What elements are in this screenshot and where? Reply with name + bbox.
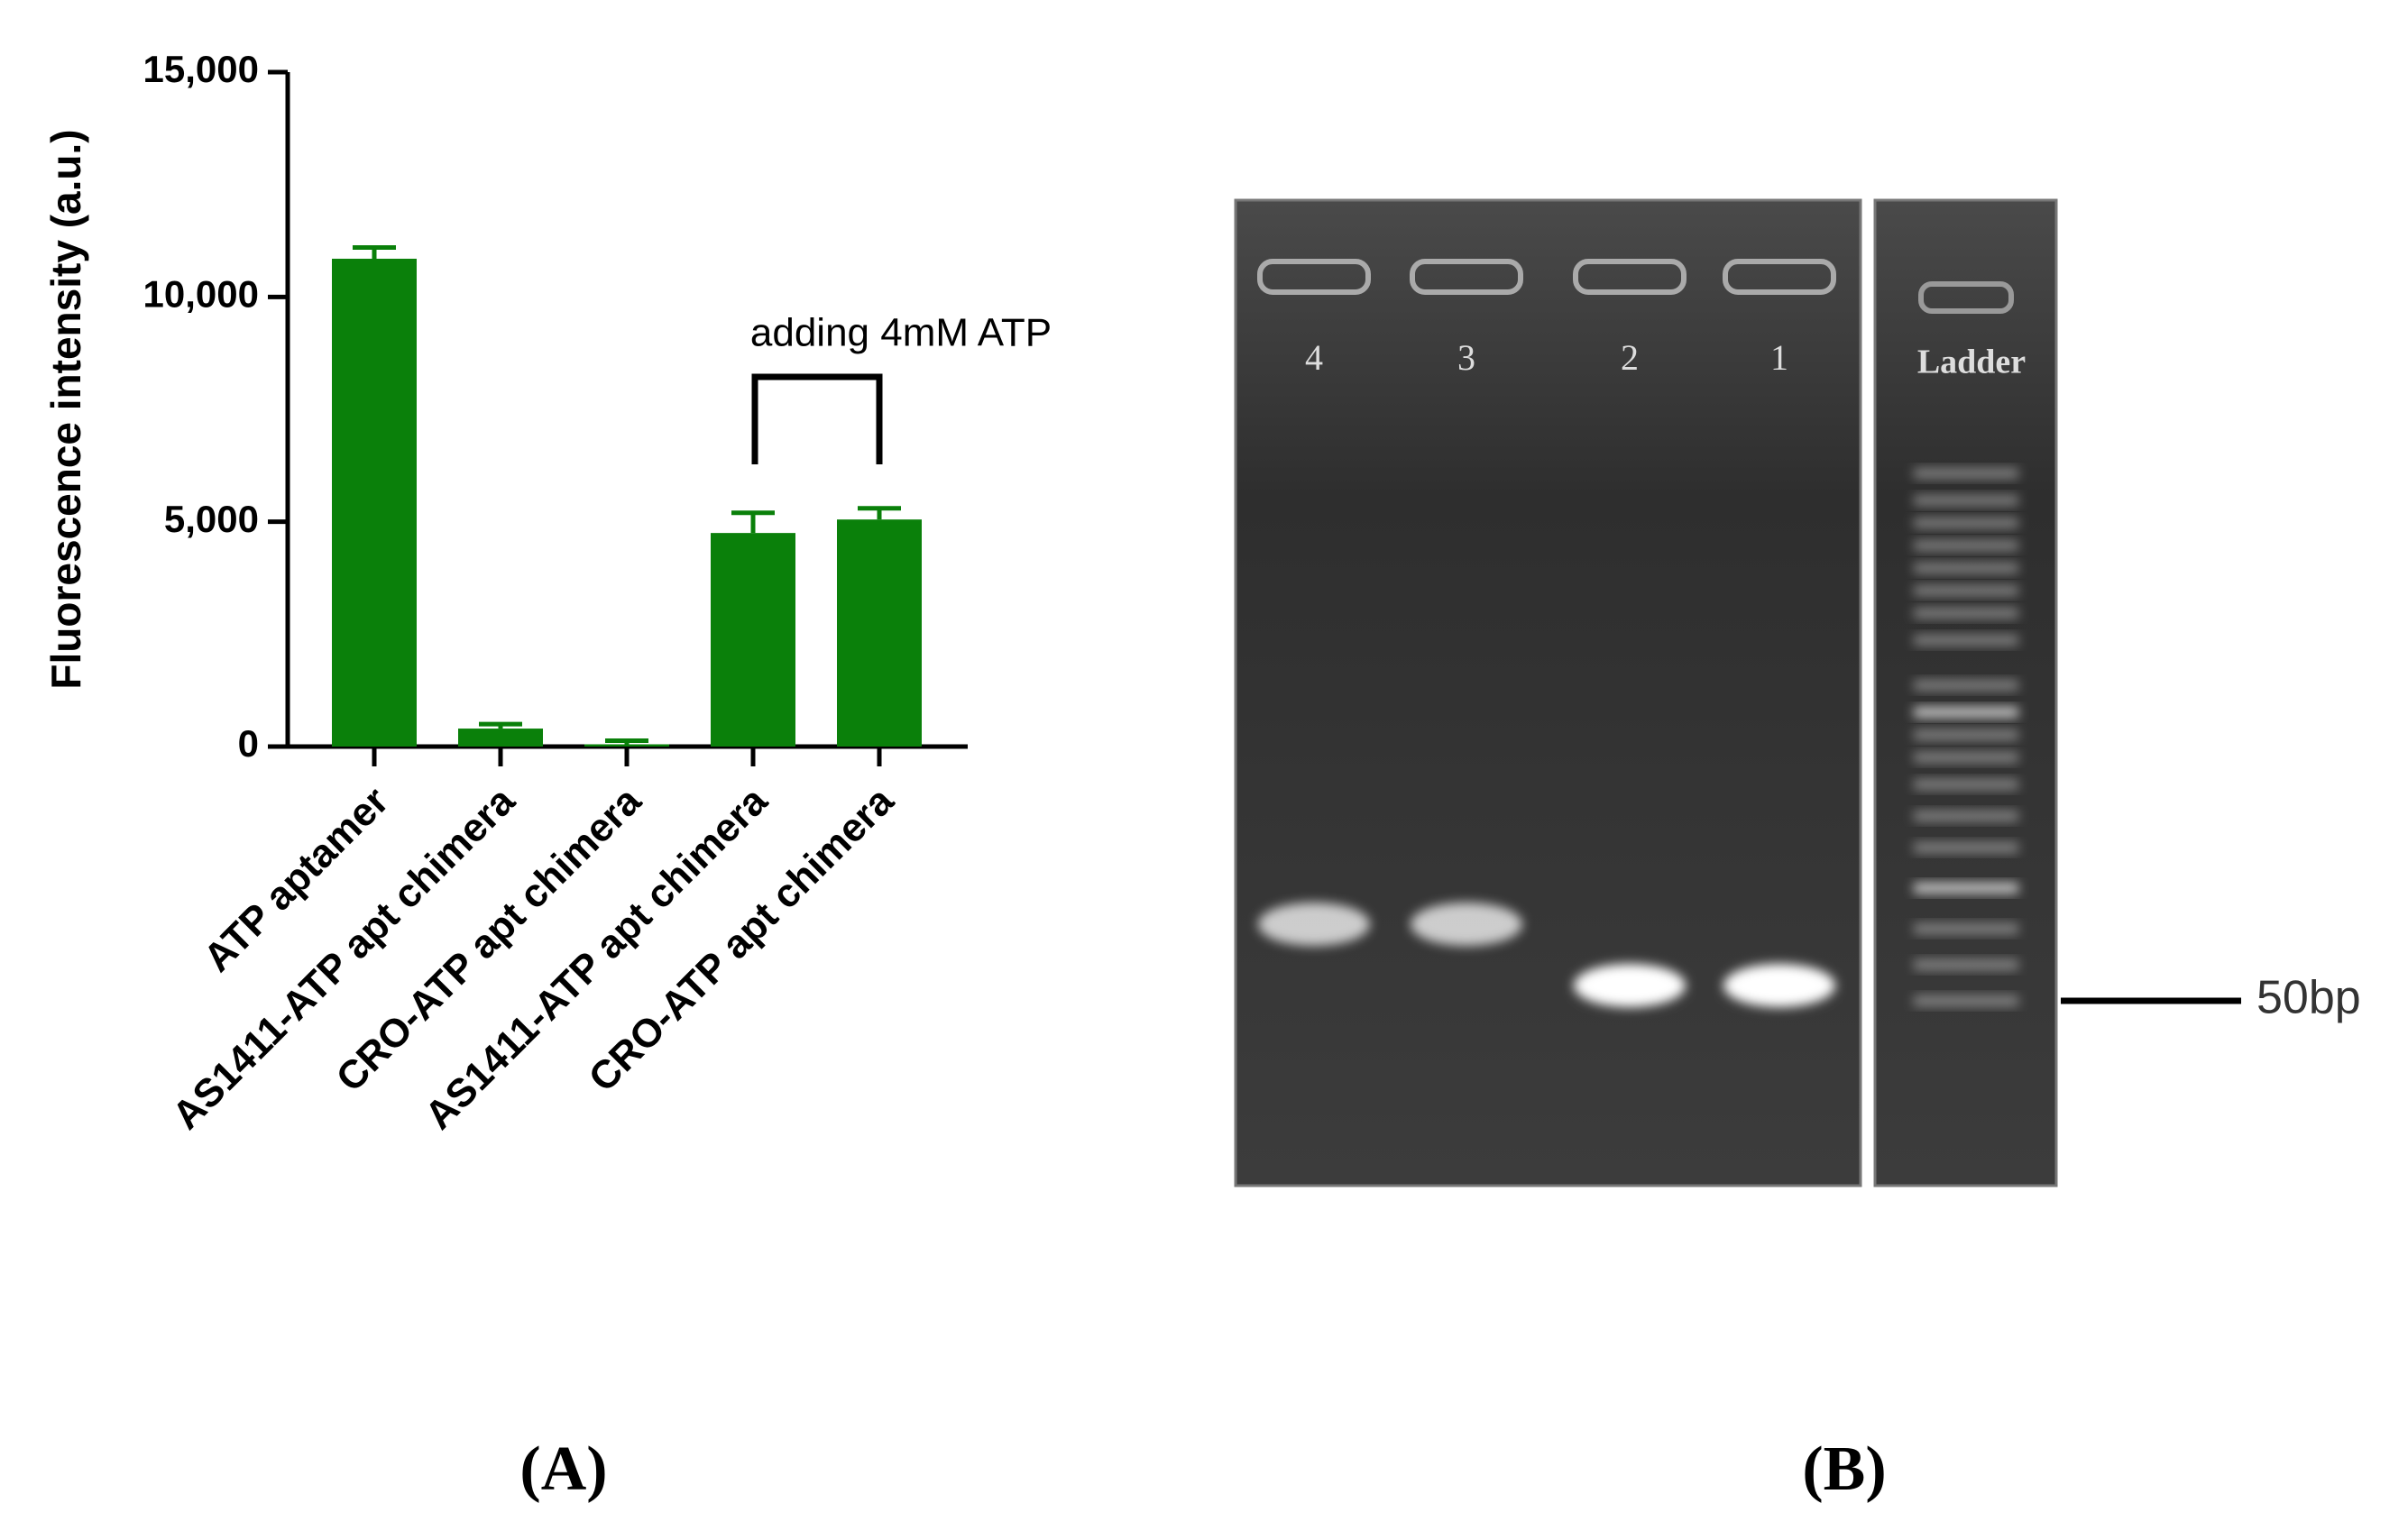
ladder-band bbox=[1914, 995, 2018, 1006]
lane-label: 4 bbox=[1305, 337, 1323, 378]
ladder-band bbox=[1914, 959, 2018, 970]
well bbox=[1918, 281, 2014, 314]
y-tick-label: 10,000 bbox=[143, 272, 259, 315]
well bbox=[1723, 259, 1836, 295]
band bbox=[1723, 964, 1835, 1007]
ladder-band bbox=[1914, 608, 2018, 619]
y-axis-title: Fluorescence intensity (a.u.) bbox=[42, 129, 89, 689]
error-bar bbox=[731, 510, 775, 534]
ladder-band bbox=[1914, 811, 2018, 821]
bar bbox=[332, 258, 417, 747]
y-tick-label: 15,000 bbox=[143, 48, 259, 90]
lane-label: 3 bbox=[1457, 337, 1475, 378]
ladder-band bbox=[1914, 752, 2018, 763]
ladder-band bbox=[1914, 883, 2018, 894]
ladder-label: Ladder bbox=[1917, 344, 2026, 381]
error-bar bbox=[479, 721, 522, 729]
bracket bbox=[751, 373, 883, 464]
well bbox=[1410, 259, 1523, 295]
ladder-gel bbox=[1873, 198, 2058, 1187]
error-bar bbox=[858, 506, 901, 520]
ladder-band bbox=[1914, 468, 2018, 479]
ladder-band bbox=[1914, 923, 2018, 934]
y-tick-label: 5,000 bbox=[164, 498, 259, 540]
y-tick-label: 0 bbox=[238, 722, 259, 765]
well bbox=[1257, 259, 1371, 295]
lane-label: 1 bbox=[1770, 337, 1788, 378]
marker-label: 50bp bbox=[2256, 972, 2361, 1024]
error-bar bbox=[353, 244, 396, 259]
bar bbox=[584, 744, 669, 747]
annotation: adding 4mM ATP bbox=[750, 311, 1052, 355]
band bbox=[1258, 903, 1370, 946]
bar bbox=[458, 729, 543, 747]
ladder-band bbox=[1914, 842, 2018, 853]
ladder-band bbox=[1914, 518, 2018, 528]
lane-label: 2 bbox=[1621, 337, 1639, 378]
panel-label: (A) bbox=[519, 1435, 607, 1504]
ladder-band bbox=[1914, 729, 2018, 740]
ladder-band bbox=[1914, 585, 2018, 596]
panel-label: (B) bbox=[1802, 1435, 1886, 1504]
ladder-band bbox=[1914, 563, 2018, 573]
bar bbox=[837, 519, 922, 747]
well bbox=[1573, 259, 1687, 295]
bar bbox=[711, 533, 795, 747]
band bbox=[1411, 903, 1522, 946]
gel bbox=[1234, 198, 1862, 1187]
band bbox=[1574, 964, 1686, 1007]
ladder-band bbox=[1914, 540, 2018, 551]
ladder-band bbox=[1914, 635, 2018, 646]
ladder-band bbox=[1914, 779, 2018, 790]
ladder-band bbox=[1914, 680, 2018, 691]
error-bar bbox=[605, 738, 648, 745]
ladder-band bbox=[1914, 495, 2018, 506]
ladder-band bbox=[1914, 707, 2018, 718]
